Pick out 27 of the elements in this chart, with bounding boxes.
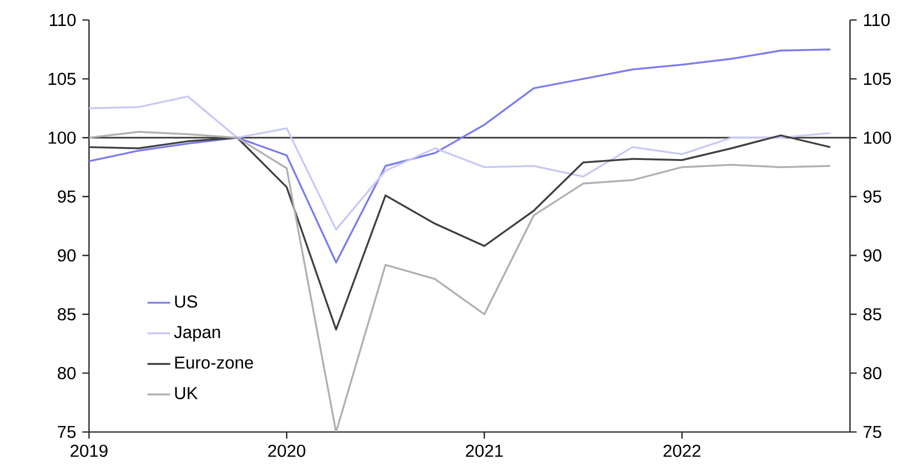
legend-label: US	[175, 295, 198, 308]
y-tick-label: 75	[864, 426, 882, 438]
line-series	[89, 48, 832, 264]
line-series	[89, 130, 832, 432]
y2-tick-label: 105	[48, 72, 76, 85]
y-tick-label: 90	[864, 249, 882, 262]
y-tick-label: 105	[864, 72, 891, 85]
x-tick-label: 2022	[664, 444, 700, 457]
y2-tick-label: 100	[48, 132, 76, 144]
legend-label: Japan	[174, 326, 220, 342]
legend-label: UK	[175, 387, 198, 400]
y-tick-label: 95	[864, 190, 882, 203]
y2-tick-label: 110	[50, 14, 76, 26]
y-tick-label: 110	[864, 14, 890, 26]
line-series	[89, 96, 832, 230]
x-tick-label: 2020	[268, 444, 306, 457]
y2-tick-label: 95	[58, 190, 76, 203]
y2-tick-label: 75	[58, 426, 76, 438]
x-tick-label: 2021	[466, 444, 503, 457]
y2-tick-label: 85	[58, 308, 76, 320]
y-tick-label: 100	[864, 132, 891, 144]
legend-label: Euro-zone	[175, 356, 254, 369]
y-tick-label: 80	[863, 366, 882, 380]
y2-tick-label: 90	[58, 249, 76, 262]
x-tick-label: 2019	[70, 444, 108, 457]
y2-tick-label: 80	[58, 366, 76, 380]
y-tick-label: 85	[863, 308, 882, 320]
